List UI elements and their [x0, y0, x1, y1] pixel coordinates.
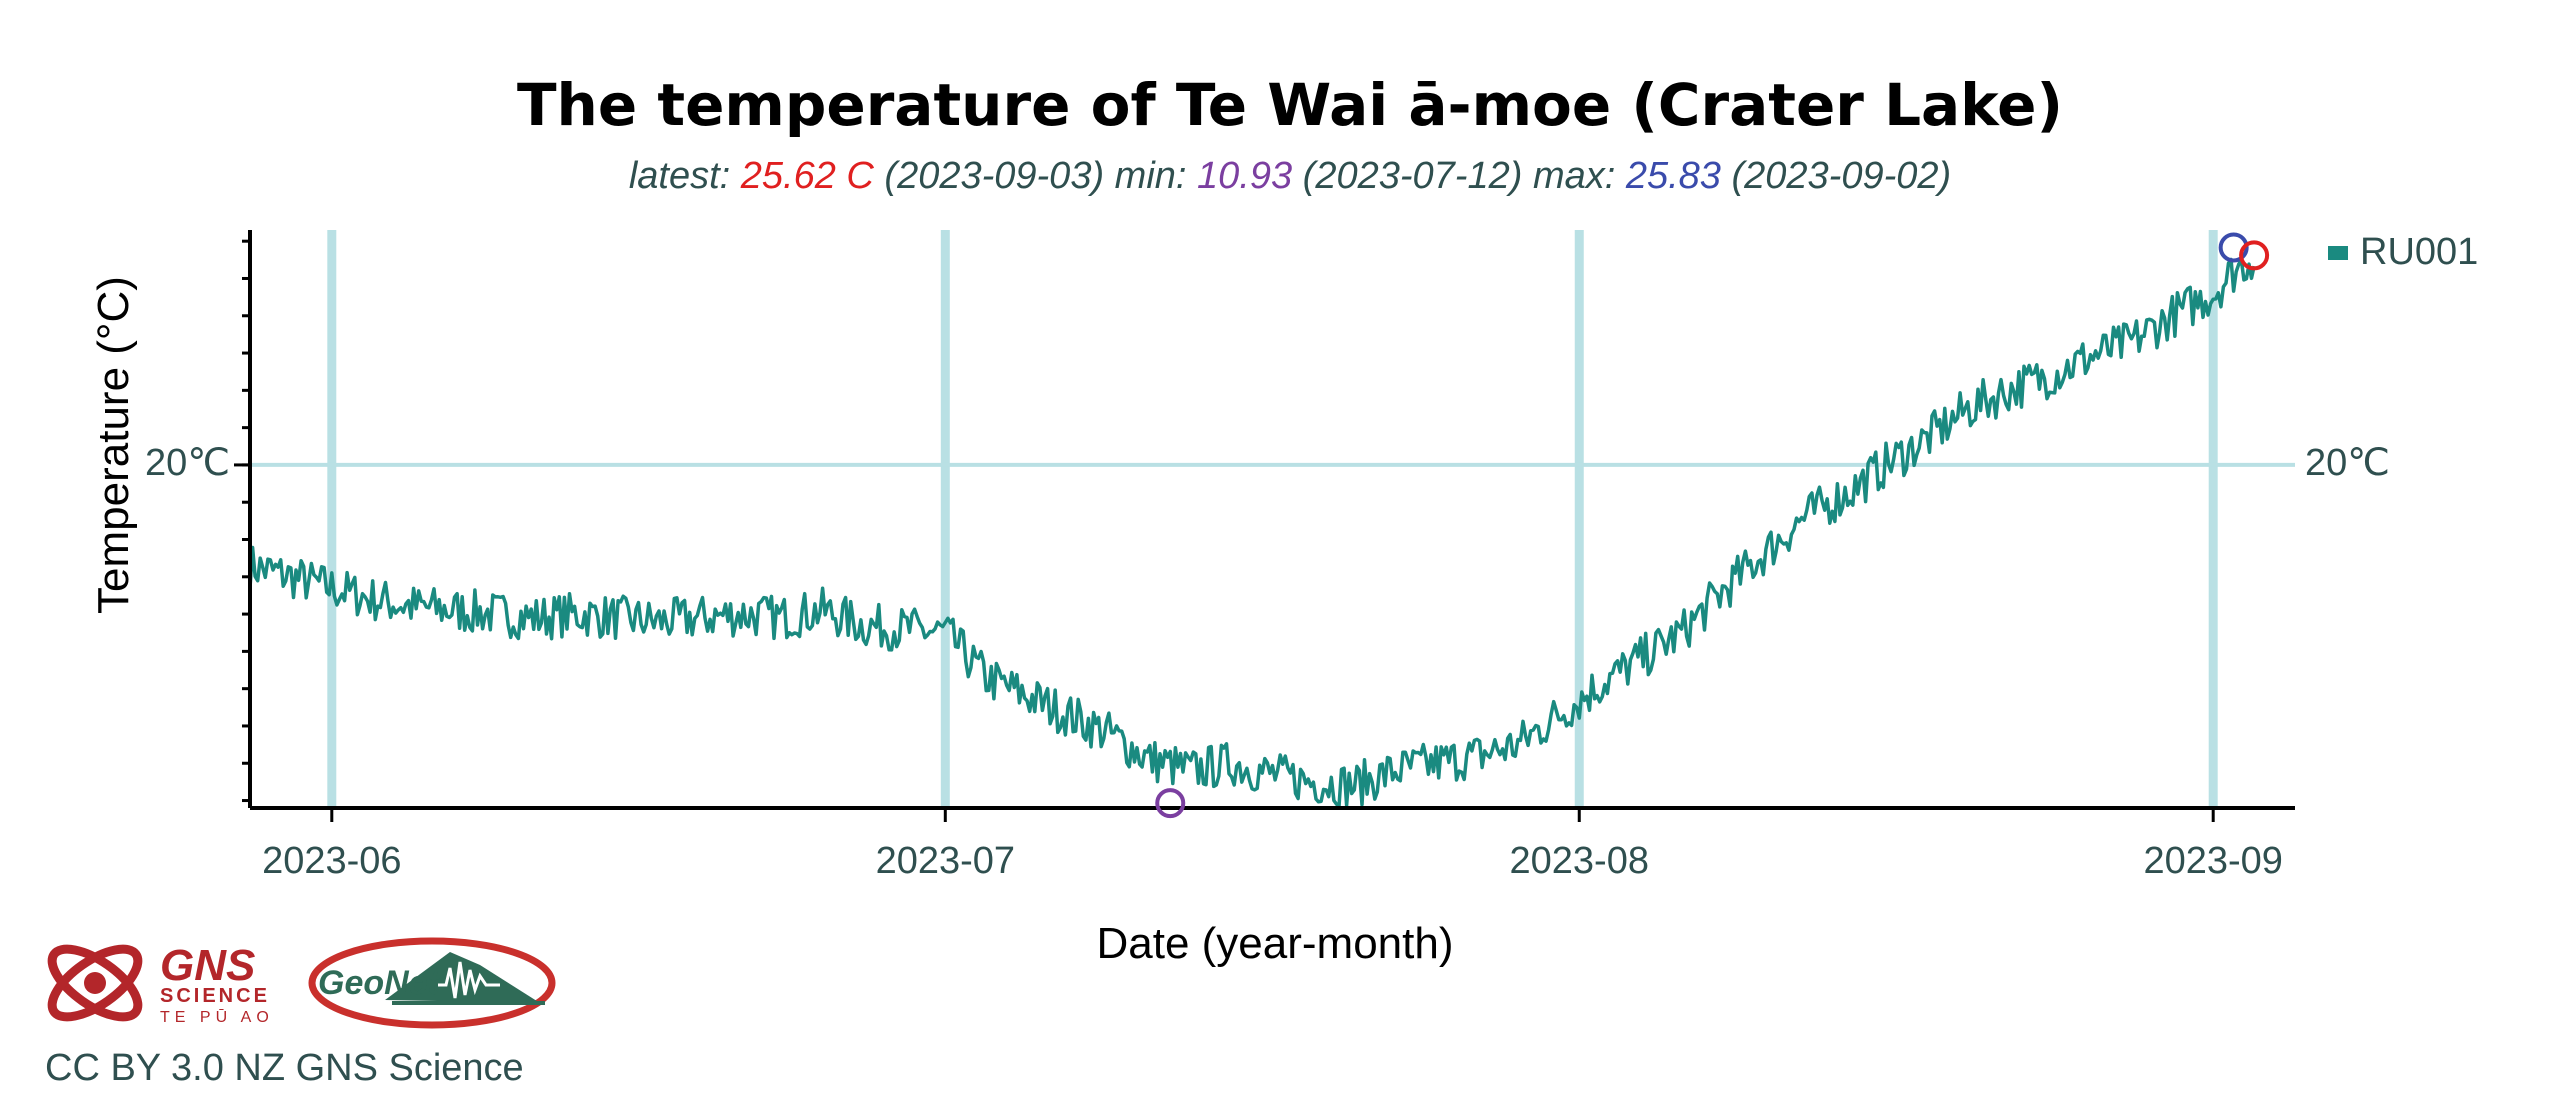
- latest-label: latest:: [629, 155, 741, 197]
- min-marker: [1155, 788, 1186, 819]
- extreme-markers: [1155, 232, 2270, 819]
- gns-logo-maori: TE PŪ AO: [160, 1008, 274, 1026]
- x-tick-label: 2023-07: [876, 840, 1015, 882]
- axes: [234, 230, 2295, 822]
- legend-swatch: [2328, 246, 2348, 260]
- chart-subtitle: latest: 25.62 C (2023-09-03) min: 10.93 …: [629, 155, 1951, 197]
- y-axis-title: Temperature (°C): [89, 276, 138, 614]
- x-tick-label: 2023-09: [2143, 840, 2282, 882]
- x-axis-title: Date (year-month): [1096, 919, 1453, 968]
- gns-logo-main: GNS: [160, 941, 255, 990]
- legend: RU001: [2328, 231, 2478, 273]
- license-credit: CC BY 3.0 NZ GNS Science: [45, 1047, 524, 1089]
- latest-date: (2023-09-03): [874, 155, 1115, 197]
- min-value: 10.93: [1197, 155, 1292, 197]
- max-marker: [2218, 232, 2249, 263]
- latest-marker: [2239, 240, 2270, 271]
- series-line-ru001: [248, 257, 2256, 809]
- geonet-logo-text: GeoNet: [318, 964, 441, 1002]
- gns-logo-sub: SCIENCE: [160, 985, 270, 1007]
- geonet-logo: GeoNet: [308, 937, 556, 1029]
- latest-value: 25.62 C: [740, 155, 875, 197]
- min-label: min:: [1115, 155, 1197, 197]
- min-date: (2023-07-12): [1292, 155, 1533, 197]
- legend-label-ru001: RU001: [2360, 231, 2478, 273]
- y-tick-label-left: 20℃: [145, 442, 230, 484]
- y-tick-label-right: 20℃: [2305, 442, 2390, 484]
- series-layer: [248, 257, 2256, 809]
- x-tick-label: 2023-06: [262, 840, 401, 882]
- max-label: max:: [1533, 155, 1626, 197]
- chart-title: The temperature of Te Wai ā-moe (Crater …: [517, 71, 2063, 139]
- max-date: (2023-09-02): [1721, 155, 1951, 197]
- gns-atom-icon: [47, 944, 143, 1022]
- tick-labels: 2023-06 2023-07 2023-08 2023-09 20℃ 20℃: [145, 442, 2390, 882]
- max-value: 25.83: [1625, 155, 1721, 197]
- seismograph-icon: [438, 961, 500, 999]
- x-tick-label: 2023-08: [1510, 840, 1649, 882]
- grid-lines: [250, 230, 2295, 808]
- gns-science-logo: GNS SCIENCE TE PŪ AO: [47, 941, 274, 1026]
